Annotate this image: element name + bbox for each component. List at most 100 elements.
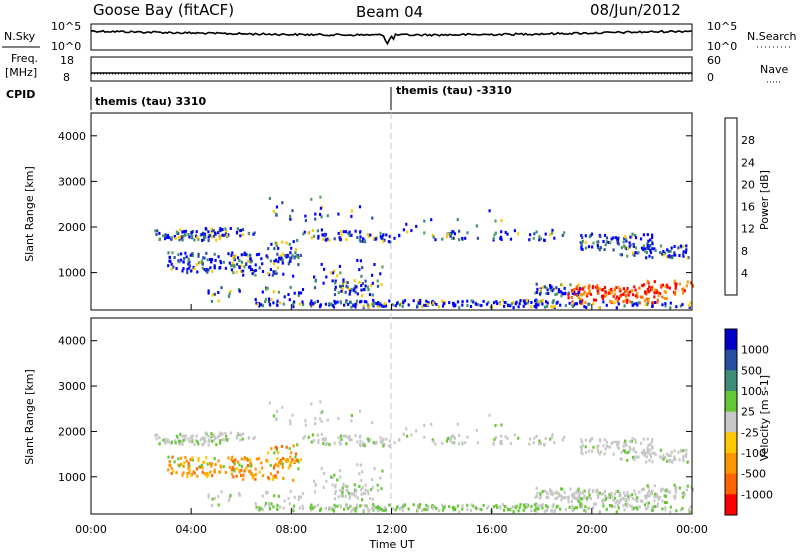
data-cell <box>592 489 595 492</box>
data-cell <box>469 509 473 512</box>
data-cell <box>206 258 209 262</box>
data-cell <box>252 473 256 477</box>
data-cell <box>310 236 313 240</box>
data-cell <box>168 259 171 263</box>
data-cell <box>362 492 365 496</box>
data-cell <box>571 495 574 499</box>
data-cell <box>544 437 547 440</box>
data-cell <box>204 235 207 239</box>
data-cell <box>517 232 520 236</box>
data-cell <box>599 439 602 443</box>
data-cell <box>517 509 520 513</box>
data-cell <box>441 442 444 445</box>
data-cell <box>596 286 599 290</box>
time-axis-ticks: 00:00 04:00 08:00 12:00 16:00 20:00 00:00 <box>75 304 708 536</box>
data-cell <box>537 303 540 307</box>
noise-left-tick-top: 10^5 <box>51 20 81 33</box>
data-cell <box>664 508 667 512</box>
data-cell <box>629 235 632 239</box>
data-cell <box>184 456 187 459</box>
data-cell <box>234 458 237 462</box>
cpid-segment-1: themis (tau) 3310 <box>95 95 207 108</box>
data-cell <box>684 250 687 254</box>
cpid-segment-2: themis (tau) -3310 <box>396 84 512 97</box>
data-cell <box>297 460 300 464</box>
data-cell <box>423 303 426 307</box>
data-cell <box>454 508 457 512</box>
colorbar-tick-label: 20 <box>741 178 755 191</box>
data-cell <box>604 293 607 297</box>
data-cell <box>368 509 371 513</box>
data-cell <box>190 269 193 273</box>
data-cell <box>538 504 541 508</box>
data-cell <box>186 271 189 275</box>
data-cell <box>183 461 186 465</box>
data-cell <box>588 493 591 497</box>
data-cell <box>636 499 639 503</box>
colorbar-tick-label: 500 <box>741 364 762 377</box>
data-cell <box>515 300 518 304</box>
data-cell <box>461 303 464 307</box>
data-cell <box>686 280 689 284</box>
data-cell <box>366 437 369 441</box>
data-cell <box>644 507 647 511</box>
data-cell <box>267 476 270 480</box>
data-cell <box>563 292 566 296</box>
data-cell <box>624 298 627 302</box>
data-cell <box>358 268 361 272</box>
data-cell <box>474 506 478 510</box>
data-cell <box>588 439 591 443</box>
data-cell <box>556 496 559 500</box>
data-cell <box>577 489 580 493</box>
data-cell <box>629 447 632 451</box>
data-cell <box>384 508 387 512</box>
data-cell <box>311 433 314 437</box>
data-cell <box>292 240 295 244</box>
data-cell <box>340 438 343 441</box>
data-cell <box>229 227 232 230</box>
data-cell <box>299 458 302 462</box>
data-cell <box>372 507 375 511</box>
data-cell <box>228 496 231 499</box>
data-cell <box>584 438 587 442</box>
data-cell <box>168 255 171 259</box>
data-cell <box>253 231 256 235</box>
data-cell <box>387 240 390 244</box>
data-cell <box>381 469 384 473</box>
data-cell <box>539 291 542 295</box>
data-cell <box>307 435 310 439</box>
data-cell <box>333 441 336 445</box>
data-cell <box>691 488 695 492</box>
data-cell <box>266 286 269 290</box>
data-cell <box>646 242 649 246</box>
data-cell <box>683 493 686 497</box>
data-cell <box>673 292 676 296</box>
data-cell <box>229 290 232 293</box>
data-cell <box>179 228 182 232</box>
data-cell <box>452 230 455 234</box>
data-cell <box>211 269 214 273</box>
data-cell <box>451 230 454 233</box>
data-cell <box>371 485 374 489</box>
data-cell <box>379 231 382 235</box>
data-cell <box>205 251 208 255</box>
data-cell <box>602 300 605 304</box>
data-cell <box>577 285 580 289</box>
data-cell <box>402 505 405 509</box>
data-cell <box>506 232 509 236</box>
data-cell <box>359 463 362 467</box>
data-cell <box>219 228 222 232</box>
data-cell <box>649 238 652 242</box>
data-cell <box>223 234 226 237</box>
data-cell <box>341 491 344 495</box>
data-cell <box>338 469 341 473</box>
data-cell <box>258 470 261 474</box>
data-cell <box>214 463 217 467</box>
data-cell <box>358 280 361 284</box>
data-cell <box>246 464 250 468</box>
data-cell <box>552 491 555 495</box>
data-cell <box>240 260 244 264</box>
data-cell <box>219 261 223 265</box>
data-cell <box>350 287 353 291</box>
data-cell <box>624 294 628 298</box>
